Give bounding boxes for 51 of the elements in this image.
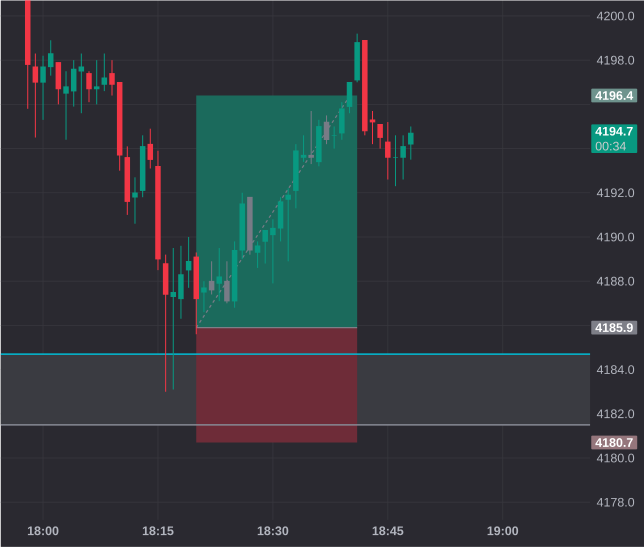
candlestick: [254, 240, 260, 268]
candlestick: [170, 248, 176, 390]
candlestick: [408, 126, 414, 160]
candlestick: [331, 126, 337, 150]
candlestick: [324, 114, 330, 145]
x-tick-label: 18:30: [258, 526, 288, 536]
candlestick: [148, 128, 154, 170]
candlestick: [102, 53, 108, 92]
y-tick-label: 4178.0: [596, 498, 634, 507]
candlestick: [32, 53, 38, 138]
candlestick: [224, 260, 230, 304]
candlestick: [308, 110, 314, 165]
candlestick: [216, 248, 222, 302]
x-tick-label: 18:45: [372, 526, 404, 536]
candlestick: [186, 236, 192, 288]
candlestick: [270, 218, 276, 284]
text: 4185.9: [595, 323, 633, 332]
candlestick: [48, 40, 54, 76]
candlestick: [370, 110, 376, 145]
candlestick: [70, 60, 76, 108]
y-tick-label: 4184.0: [596, 365, 634, 374]
text: 00:34: [596, 142, 626, 151]
text: 4180.7: [595, 438, 633, 448]
candlestick: [208, 260, 214, 296]
candlestick: [132, 176, 138, 224]
candlestick: [63, 70, 69, 140]
y-tick-label: 4188.0: [596, 276, 634, 286]
candlestick: [377, 124, 383, 150]
y-tick-label: 4180.0: [596, 454, 634, 462]
y-tick-label: 4182.0: [596, 409, 634, 418]
x-tick-label: 19:00: [488, 526, 518, 536]
candlestick: [94, 60, 100, 105]
candlestick: [40, 55, 46, 120]
candlestick: [285, 188, 291, 262]
candlestick: [400, 134, 406, 180]
candlestick: [392, 134, 398, 187]
text: 4196.4: [595, 91, 634, 100]
candlestick: [385, 122, 391, 180]
candlestick: [109, 60, 115, 96]
y-tick-label: 4192.0: [596, 188, 634, 198]
candlestick: [86, 70, 92, 103]
x-tick-label: 18:00: [28, 526, 58, 536]
candlestick: [201, 280, 207, 313]
y-tick-label: 4200.0: [596, 12, 634, 20]
y-tick-label: 4198.0: [596, 56, 634, 65]
text: 4194.7: [595, 126, 633, 136]
candlestick: [78, 53, 84, 114]
x-tick-label: 18:15: [142, 526, 174, 536]
y-tick-label: 4190.0: [596, 232, 634, 242]
candlestick: [262, 230, 268, 264]
candlestick: [300, 134, 306, 162]
